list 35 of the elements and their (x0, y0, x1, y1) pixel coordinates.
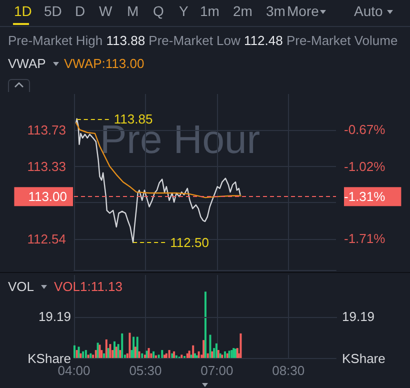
y2-tick-label: -1.71% (344, 231, 386, 246)
text: VWAP:113.00 (64, 56, 144, 71)
text: 1D (14, 3, 32, 19)
annotation: 113.85 (114, 111, 153, 126)
x-tick-label: 07:00 (200, 363, 234, 378)
text: 5D (44, 3, 62, 19)
y-axis-title: KShare (28, 351, 71, 366)
text: 19.19 (38, 308, 71, 324)
text: M (127, 3, 139, 19)
text: W (99, 3, 112, 19)
annotation: VOL1:11.13 (54, 279, 122, 294)
x-tick-label: 05:30 (129, 363, 162, 378)
text: D (75, 3, 86, 19)
text: 3m (266, 3, 286, 19)
text: VWAP (8, 56, 46, 71)
text: 2m (233, 3, 252, 19)
chart-subtitle: Pre-Market High 113.88 Pre-Market Low 112.48 Pre-Market Volume (8, 33, 398, 48)
ref-line-label: 113.00 (28, 189, 67, 204)
y2-axis-title: KShare (342, 351, 386, 366)
text: 1m (200, 3, 220, 19)
text: VOL (8, 279, 34, 294)
y-tick-label: 113.33 (27, 158, 66, 174)
annotation: 112.50 (170, 235, 209, 250)
y-tick-label: 113.73 (27, 122, 66, 138)
y2-tick-label: -1.02% (344, 158, 386, 174)
x-tick-label: 04:00 (58, 363, 90, 378)
text: More (287, 3, 319, 19)
text: Y (179, 3, 188, 19)
text: 19.19 (342, 308, 375, 324)
text: Q (153, 3, 164, 19)
text: Auto (354, 3, 383, 19)
y2-tick-label: -1.31% (344, 189, 386, 204)
x-tick-label: 08:30 (272, 363, 305, 378)
y-tick-label: 112.54 (27, 231, 66, 246)
y2-tick-label: -0.67% (344, 122, 386, 138)
